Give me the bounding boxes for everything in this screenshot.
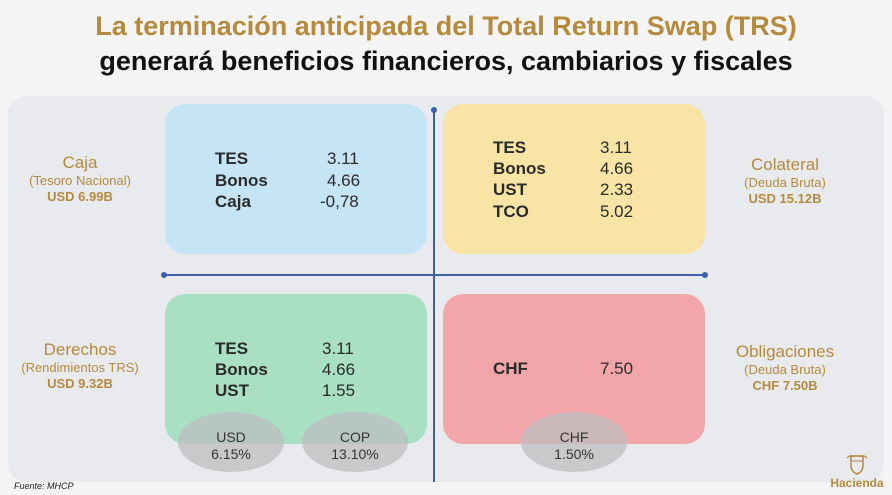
row-value: 1.55 xyxy=(322,381,356,400)
label-colateral: Colateral (Deuda Bruta) USD 15.12B xyxy=(710,155,860,207)
row-value: 4.66 xyxy=(322,360,356,379)
logo-text: Hacienda xyxy=(830,476,884,490)
label-colateral-sub: (Deuda Bruta) xyxy=(744,175,826,190)
row-value: 4.66 xyxy=(600,159,634,178)
row-label: Bonos xyxy=(215,360,268,379)
row-label: TES xyxy=(215,339,249,358)
row-value: 5.02 xyxy=(600,202,634,221)
quadrant-row: Bonos 4.66 xyxy=(165,360,427,381)
row-value: 2.33 xyxy=(600,180,634,199)
label-caja-sub: (Tesoro Nacional) xyxy=(29,173,131,188)
rate-bubble-usd: USD 6.15% xyxy=(178,412,284,472)
axis-endpoint-right xyxy=(702,272,708,278)
bubble-rate: 6.15% xyxy=(211,446,251,462)
label-derechos-sub: (Rendimientos TRS) xyxy=(21,360,139,375)
row-label: Bonos xyxy=(215,171,268,190)
quadrant-row: CHF 7.50 xyxy=(443,359,705,380)
row-label: Bonos xyxy=(493,159,546,178)
row-value: 7.50 xyxy=(600,359,634,378)
quadrant-row: Caja -0,78 xyxy=(165,192,427,213)
bubble-currency: COP xyxy=(339,429,371,445)
bubble-rate: 1.50% xyxy=(554,446,594,462)
coat-of-arms-icon xyxy=(846,455,868,475)
row-value: 3.11 xyxy=(327,149,359,168)
label-derechos: Derechos (Rendimientos TRS) USD 9.32B xyxy=(6,340,154,392)
label-obligaciones-amount: CHF 7.50B xyxy=(752,378,818,393)
row-value: -0,78 xyxy=(320,192,359,211)
label-caja: Caja (Tesoro Nacional) USD 6.99B xyxy=(6,153,154,205)
row-label: Caja xyxy=(215,192,251,211)
label-caja-amount: USD 6.99B xyxy=(47,189,113,204)
axis-endpoint-top xyxy=(431,107,437,113)
hacienda-logo: Hacienda xyxy=(826,452,888,494)
quadrant-row: TES 3.11 xyxy=(443,138,705,159)
quadrant-row: TES 3.11 xyxy=(165,339,427,360)
label-obligaciones: Obligaciones (Deuda Bruta) CHF 7.50B xyxy=(710,342,860,394)
rate-bubble-chf: CHF 1.50% xyxy=(521,412,627,472)
label-derechos-name: Derechos xyxy=(43,340,117,359)
label-colateral-amount: USD 15.12B xyxy=(748,191,822,206)
quadrant-row: TES 3.11 xyxy=(165,149,427,170)
title-line-1: La terminación anticipada del Total Retu… xyxy=(95,11,797,41)
rate-bubble-cop: COP 13.10% xyxy=(302,412,408,472)
quadrant-row: UST 2.33 xyxy=(443,180,705,201)
quadrant-top-left: TES 3.11 Bonos 4.66 Caja -0,78 xyxy=(165,104,427,254)
quadrant-top-right: TES 3.11 Bonos 4.66 UST 2.33 TCO 5.02 xyxy=(443,104,705,254)
quadrant-row: UST 1.55 xyxy=(165,381,427,402)
label-obligaciones-name: Obligaciones xyxy=(735,342,835,361)
row-label: TCO xyxy=(493,202,529,221)
row-label: CHF xyxy=(493,359,528,378)
row-value: 4.66 xyxy=(327,171,361,190)
label-obligaciones-sub: (Deuda Bruta) xyxy=(744,362,826,377)
bubble-currency: CHF xyxy=(559,429,589,445)
row-label: TES xyxy=(215,149,249,168)
row-label: UST xyxy=(493,180,527,199)
label-derechos-amount: USD 9.32B xyxy=(47,376,113,391)
label-colateral-name: Colateral xyxy=(750,155,820,174)
bubble-rate: 13.10% xyxy=(331,446,379,462)
title-line-2: generará beneficios financieros, cambiar… xyxy=(99,46,793,76)
bubble-currency: USD xyxy=(216,429,246,445)
quadrant-row: Bonos 4.66 xyxy=(443,159,705,180)
row-value: 3.11 xyxy=(322,339,354,358)
axis-endpoint-left xyxy=(161,272,167,278)
quadrant-row: TCO 5.02 xyxy=(443,202,705,223)
row-label: UST xyxy=(215,381,249,400)
label-caja-name: Caja xyxy=(62,153,98,172)
source-note: Fuente: MHCP xyxy=(14,481,74,491)
row-label: TES xyxy=(493,138,527,157)
quadrant-row: Bonos 4.66 xyxy=(165,171,427,192)
row-value: 3.11 xyxy=(600,138,632,157)
